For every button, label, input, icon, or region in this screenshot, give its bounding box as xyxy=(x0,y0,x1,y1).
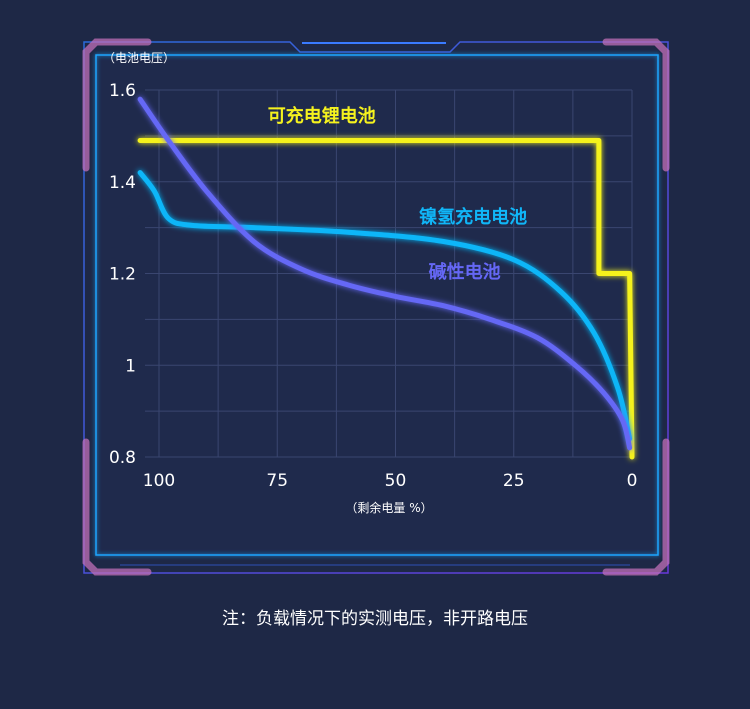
x-tick-labels: 100 75 50 25 0 xyxy=(143,471,638,491)
grid-lines xyxy=(145,89,633,458)
series-line-1 xyxy=(137,137,635,460)
inner-frame xyxy=(95,54,659,556)
corner-brackets xyxy=(82,38,670,576)
y-tick-label: 1.6 xyxy=(109,81,136,101)
y-tick-label: 0.8 xyxy=(109,448,136,468)
x-tick-label: 75 xyxy=(266,471,288,491)
series-label-2: 镍氢充电电池 xyxy=(419,206,527,228)
series-lines xyxy=(137,96,635,460)
y-tick-label: 1.4 xyxy=(109,173,136,193)
x-tick-label: 50 xyxy=(385,471,407,491)
series-label-3: 碱性电池 xyxy=(429,261,501,283)
series-label-1: 可充电锂电池 xyxy=(268,105,376,127)
footnote: 注：负载情况下的实测电压，非开路电压 xyxy=(222,609,528,629)
y-axis-label: （电池电压） xyxy=(103,51,175,65)
outer-frame xyxy=(83,41,669,574)
y-tick-labels: 1.6 1.4 1.2 1 0.8 xyxy=(109,81,136,468)
series-line-2 xyxy=(137,170,633,442)
series-line-3 xyxy=(137,96,633,451)
x-tick-label: 100 xyxy=(143,471,175,491)
x-axis-label: （剩余电量 %） xyxy=(345,500,432,515)
y-tick-label: 1 xyxy=(125,356,136,376)
x-tick-label: 0 xyxy=(627,471,638,491)
x-tick-label: 25 xyxy=(503,471,525,491)
y-tick-label: 1.2 xyxy=(109,265,136,285)
